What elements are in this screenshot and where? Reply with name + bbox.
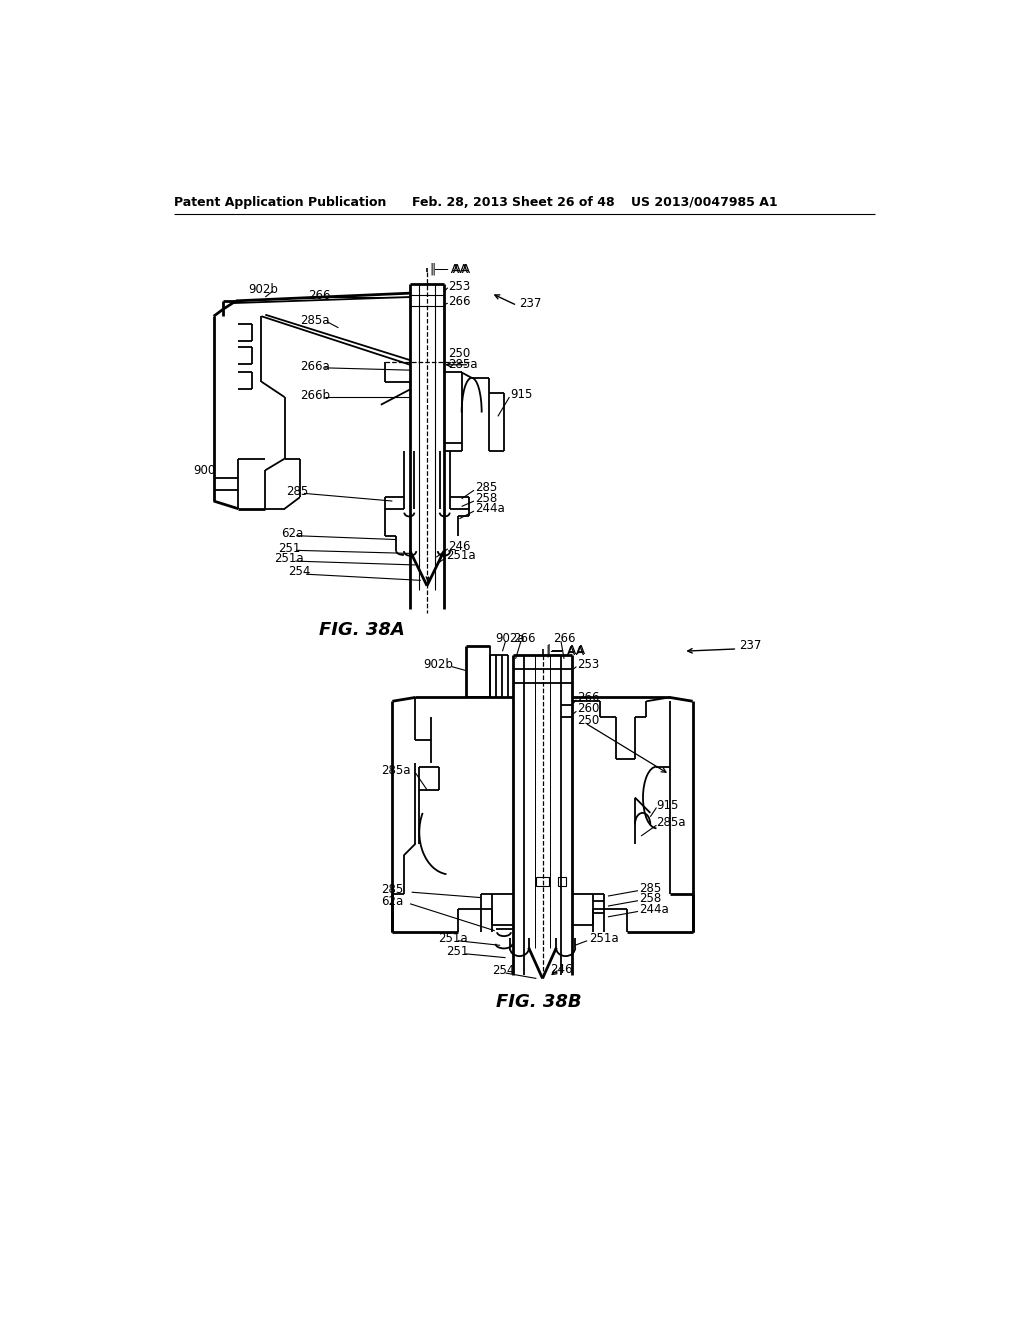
Text: 285: 285 (381, 883, 403, 896)
Text: 266: 266 (553, 631, 575, 644)
Text: 285a: 285a (656, 816, 686, 829)
Text: 260: 260 (578, 702, 599, 715)
Text: 253: 253 (578, 657, 599, 671)
Bar (558, 876, 565, 886)
Text: 285a: 285a (300, 314, 330, 326)
Text: 285: 285 (639, 882, 662, 895)
Text: 237: 237 (519, 297, 542, 310)
Text: 266: 266 (578, 690, 600, 704)
Text: |— AA: |— AA (547, 644, 585, 657)
Text: 266b: 266b (300, 389, 330, 403)
Text: 900: 900 (194, 463, 216, 477)
Text: 253: 253 (449, 280, 471, 293)
Text: 915: 915 (510, 388, 532, 400)
Text: 902a: 902a (495, 631, 524, 644)
Text: 285: 285 (475, 482, 497, 495)
Text: FIG. 38A: FIG. 38A (318, 620, 404, 639)
Text: 254: 254 (289, 565, 311, 578)
Bar (537, 876, 549, 886)
Text: 285a: 285a (381, 764, 411, 777)
Text: 250: 250 (578, 714, 599, 727)
Text: |— AA: |— AA (547, 644, 586, 657)
Text: 251: 251 (279, 541, 301, 554)
Text: 62a: 62a (381, 895, 403, 908)
Text: Feb. 28, 2013: Feb. 28, 2013 (412, 195, 508, 209)
Text: 244a: 244a (475, 502, 505, 515)
Text: 285: 285 (286, 484, 308, 498)
Text: |— AA: |— AA (432, 261, 470, 275)
Text: 254: 254 (493, 964, 515, 977)
Text: 62a: 62a (282, 527, 304, 540)
Text: 266: 266 (449, 296, 471, 308)
Text: 285a: 285a (449, 358, 478, 371)
Text: 246: 246 (550, 962, 572, 975)
Text: |— AA: |— AA (430, 261, 468, 275)
Text: 251a: 251a (273, 552, 303, 565)
Text: 902b: 902b (249, 282, 279, 296)
Text: US 2013/0047985 A1: US 2013/0047985 A1 (631, 195, 777, 209)
Text: 251a: 251a (589, 932, 618, 945)
Text: 266: 266 (307, 289, 330, 302)
Text: 246: 246 (449, 540, 471, 553)
Text: 902b: 902b (423, 657, 453, 671)
Text: 258: 258 (639, 892, 662, 906)
Text: 258: 258 (475, 492, 497, 506)
Text: 915: 915 (656, 799, 679, 812)
Text: 251a: 251a (446, 549, 476, 562)
Text: 237: 237 (739, 639, 761, 652)
Text: 250: 250 (449, 347, 471, 360)
Text: Sheet 26 of 48: Sheet 26 of 48 (512, 195, 614, 209)
Text: 266a: 266a (300, 360, 330, 372)
Text: 266: 266 (513, 631, 536, 644)
Text: Patent Application Publication: Patent Application Publication (174, 195, 387, 209)
Text: FIG. 38B: FIG. 38B (496, 993, 582, 1011)
Text: 244a: 244a (639, 903, 669, 916)
Text: 251a: 251a (438, 932, 468, 945)
Text: 251: 251 (446, 945, 469, 958)
